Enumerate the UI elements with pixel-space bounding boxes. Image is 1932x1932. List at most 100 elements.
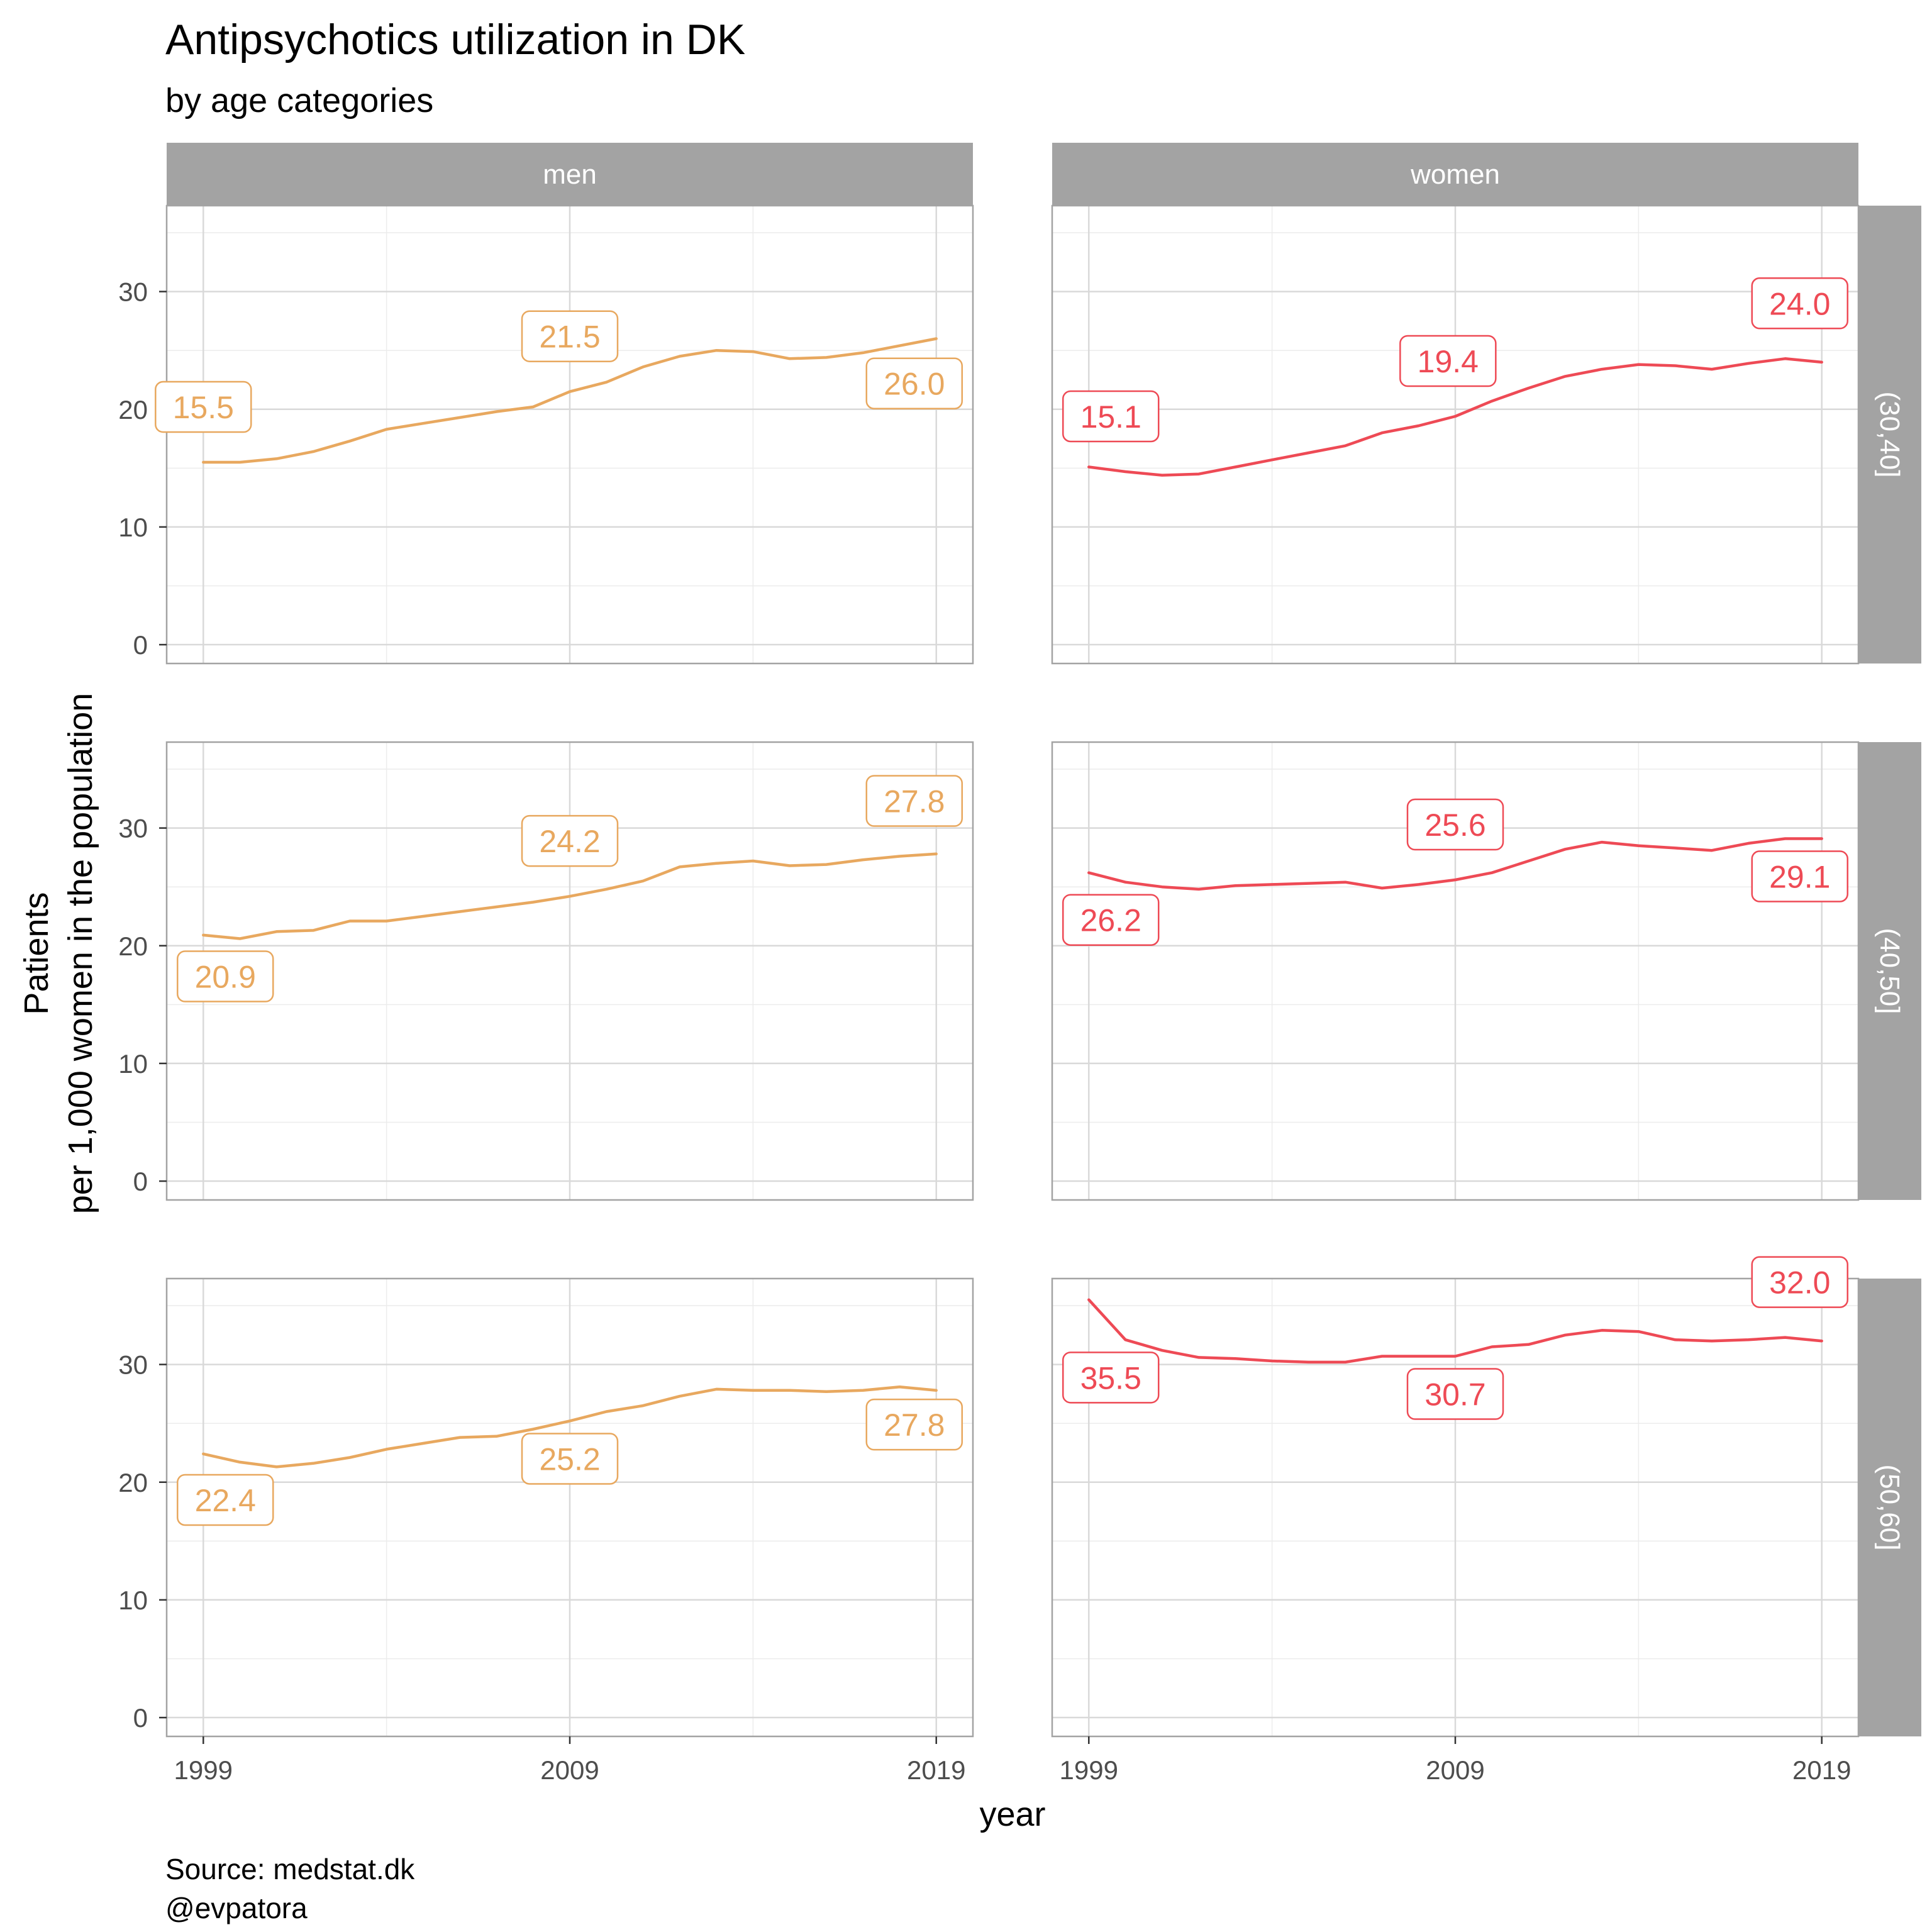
x-tick-label: 2009 xyxy=(540,1755,599,1785)
data-label-box xyxy=(176,950,274,1002)
x-tick-label: 2019 xyxy=(907,1755,965,1785)
data-label: 25.6 xyxy=(1406,798,1504,851)
row-strip-3 xyxy=(1858,1279,1921,1736)
row-strip-label-1: (30,40] xyxy=(1874,392,1905,478)
strip-women xyxy=(1052,143,1858,206)
data-label: 15.1 xyxy=(1062,390,1160,443)
data-label: 27.8 xyxy=(865,1398,963,1451)
data-label-box xyxy=(1751,850,1849,902)
strip-label-women: women xyxy=(1410,159,1500,190)
data-label-text: 20.9 xyxy=(195,960,256,995)
y-tick-label: 0 xyxy=(133,630,148,660)
panel-men-1: 15.5 21.5 26.0 xyxy=(155,310,963,464)
y-tick-label: 30 xyxy=(118,1350,148,1380)
row-strip-2 xyxy=(1858,742,1921,1200)
series-line-women xyxy=(1087,1298,1823,1364)
data-label-box xyxy=(1751,1256,1849,1308)
data-label-box xyxy=(176,1474,274,1526)
panel-women-3: 35.5 30.7 32.0 xyxy=(1062,1256,1849,1420)
data-label-text: 35.5 xyxy=(1080,1360,1141,1396)
panel-border xyxy=(165,204,974,665)
x-tick-label: 2019 xyxy=(1792,1755,1851,1785)
data-label-text: 19.4 xyxy=(1418,344,1479,379)
data-label-box xyxy=(865,1398,963,1451)
data-label: 32.0 xyxy=(1751,1256,1849,1308)
panel-women-2: 26.2 25.6 29.1 xyxy=(1062,798,1849,946)
data-label-box xyxy=(1062,390,1160,443)
data-label: 27.8 xyxy=(865,775,963,827)
data-label: 22.4 xyxy=(176,1474,274,1526)
y-tick-label: 0 xyxy=(133,1703,148,1733)
y-tick-label: 10 xyxy=(118,1049,148,1079)
panel-border xyxy=(165,741,974,1201)
row-strip-1 xyxy=(1858,206,1921,663)
data-label-box xyxy=(1399,335,1497,387)
caption-handle: @evpatora xyxy=(165,1892,308,1924)
data-label: 35.5 xyxy=(1062,1352,1160,1404)
data-label-text: 29.1 xyxy=(1769,859,1830,894)
y-tick-label: 20 xyxy=(118,1468,148,1497)
data-label-box xyxy=(155,380,252,433)
panel-men-2: 20.9 24.2 27.8 xyxy=(176,775,963,1002)
x-tick-label: 1999 xyxy=(174,1755,233,1785)
chart-subtitle: by age categories xyxy=(165,82,433,119)
data-label-box xyxy=(865,357,963,409)
y-tick-label: 10 xyxy=(118,1585,148,1615)
data-label-text: 22.4 xyxy=(195,1483,256,1518)
strip-men xyxy=(167,143,973,206)
data-label-text: 27.8 xyxy=(884,784,945,819)
data-label-box xyxy=(1406,1368,1504,1420)
series-line-men xyxy=(202,337,938,464)
data-label-box xyxy=(1751,277,1849,330)
data-label-box xyxy=(1062,894,1160,946)
data-label-box xyxy=(521,814,619,867)
row-strip-label-3: (50,60] xyxy=(1874,1465,1905,1551)
series-line-men xyxy=(202,1385,938,1468)
series-line-women xyxy=(1087,837,1823,891)
data-label-text: 15.1 xyxy=(1080,399,1141,435)
y-tick-label: 0 xyxy=(133,1167,148,1196)
data-label-box xyxy=(521,310,619,362)
panel-men-3: 22.4 25.2 27.8 xyxy=(176,1385,963,1526)
chart-title: Antipsychotics utilization in DK xyxy=(165,16,745,64)
data-label-box xyxy=(1062,1352,1160,1404)
series-line-men xyxy=(202,852,938,940)
data-label: 20.9 xyxy=(176,950,274,1002)
data-label: 25.2 xyxy=(521,1433,619,1485)
y-tick-label: 30 xyxy=(118,277,148,307)
data-label-text: 24.0 xyxy=(1769,286,1830,321)
data-label-text: 24.2 xyxy=(539,824,600,859)
data-label: 30.7 xyxy=(1406,1368,1504,1420)
x-tick-label: 2009 xyxy=(1426,1755,1484,1785)
panel-border xyxy=(1051,741,1860,1201)
panel-women-1: 15.1 19.4 24.0 xyxy=(1062,277,1849,477)
data-label: 24.0 xyxy=(1751,277,1849,330)
data-label-text: 25.6 xyxy=(1424,808,1485,843)
row-strip-label-2: (40,50] xyxy=(1874,928,1905,1014)
series-line-women xyxy=(1087,357,1823,477)
data-label-text: 21.5 xyxy=(539,319,600,355)
x-tick-label: 1999 xyxy=(1060,1755,1118,1785)
data-label: 26.0 xyxy=(865,357,963,409)
data-label-box xyxy=(865,775,963,827)
data-label: 21.5 xyxy=(521,310,619,362)
data-label: 26.2 xyxy=(1062,894,1160,946)
data-label-text: 26.2 xyxy=(1080,903,1141,938)
y-axis-title-line-1: Patients xyxy=(18,892,55,1014)
y-tick-label: 20 xyxy=(118,395,148,425)
y-tick-label: 20 xyxy=(118,931,148,961)
data-label: 24.2 xyxy=(521,814,619,867)
data-label-text: 26.0 xyxy=(884,367,945,402)
x-axis-title: year xyxy=(979,1796,1045,1833)
y-tick-label: 30 xyxy=(118,814,148,843)
data-label: 19.4 xyxy=(1399,335,1497,387)
data-label: 15.5 xyxy=(155,380,252,433)
data-label-box xyxy=(521,1433,619,1485)
data-label-box xyxy=(1406,798,1504,851)
panels: men women (30,40] (40,50] (50,60] 0 10 20 30 0 10 2… xyxy=(118,143,1921,1785)
y-tick-label: 10 xyxy=(118,513,148,542)
data-label-text: 30.7 xyxy=(1424,1377,1485,1413)
data-label-text: 25.2 xyxy=(539,1441,600,1477)
strip-label-men: men xyxy=(543,159,597,190)
